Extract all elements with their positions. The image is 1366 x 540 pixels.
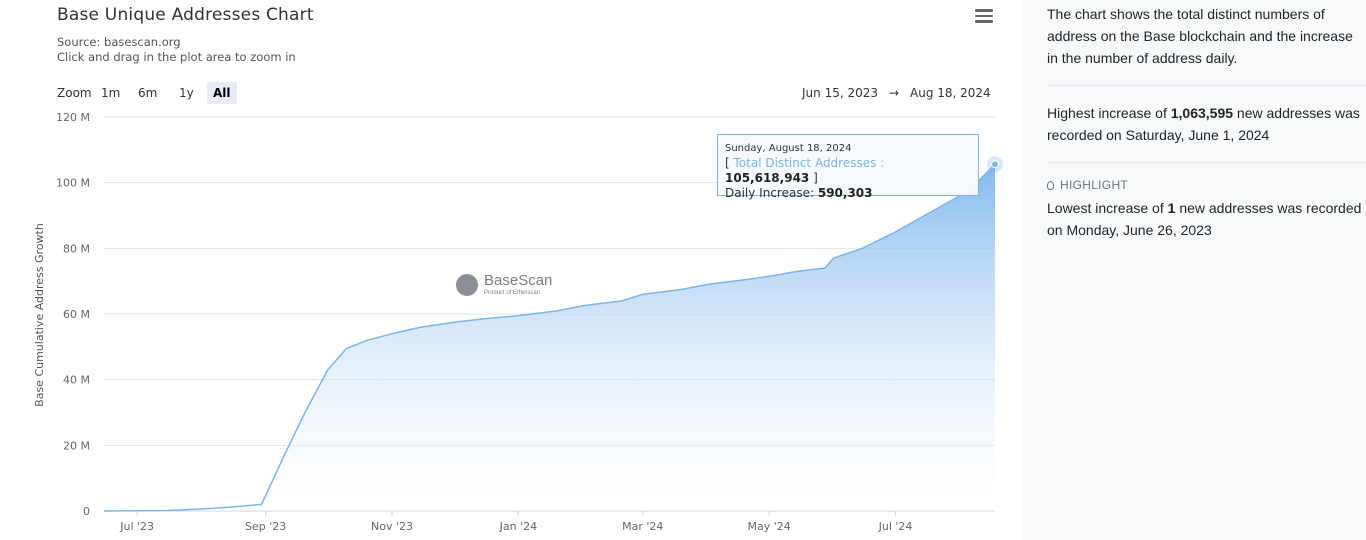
tooltip-daily-label: Daily Increase: — [725, 186, 815, 200]
chart-title: Base Unique Addresses Chart — [57, 5, 314, 25]
lightbulb-icon — [1047, 181, 1054, 190]
highlight-label: HIGHLIGHT — [1060, 178, 1129, 192]
lowest-prefix: Lowest increase of — [1047, 200, 1164, 216]
y-tick-label: 20 M — [63, 439, 90, 452]
info-side-panel: The chart shows the total distinct numbe… — [1022, 0, 1366, 540]
highest-value: 1,063,595 — [1170, 105, 1234, 121]
y-tick-label: 120 M — [56, 111, 90, 124]
highest-prefix: Highest increase of — [1047, 105, 1167, 121]
tooltip-series-label: Total Distinct Addresses — [733, 156, 877, 170]
series-line[interactable] — [103, 163, 996, 512]
watermark-name: BaseScan — [484, 272, 553, 289]
chart-description: The chart shows the total distinct numbe… — [1047, 6, 1353, 66]
y-axis-title: Base Cumulative Address Growth — [33, 223, 46, 407]
highlight-tag: HIGHLIGHT — [1047, 178, 1128, 192]
x-tick-label: Jul '24 — [878, 520, 913, 533]
y-tick-label: 60 M — [63, 308, 90, 321]
zoom-button-all[interactable]: All — [207, 82, 237, 104]
chart-tooltip: Sunday, August 18, 2024 [ Total Distinct… — [717, 134, 979, 200]
lowest-suffix: new addresses was recorded on Monday, Ju… — [1047, 200, 1362, 238]
tooltip-bracket-open: [ — [725, 156, 730, 170]
tooltip-bracket-close: ] — [813, 171, 818, 185]
zoom-button-1y[interactable]: 1y — [179, 86, 194, 100]
basescan-watermark: BaseScan Product of Etherscan — [456, 272, 576, 300]
tooltip-daily-row: Daily Increase: 590,303 — [725, 186, 971, 201]
hover-data-point[interactable] — [991, 160, 999, 169]
zoom-button-6m[interactable]: 6m — [138, 86, 158, 100]
zoom-button-1m[interactable]: 1m — [101, 86, 121, 100]
range-from-date[interactable]: Jun 15, 2023 — [802, 86, 879, 100]
x-tick-label: Jan '24 — [499, 520, 537, 533]
range-arrow: → — [889, 86, 900, 100]
y-tick-label: 0 — [83, 505, 90, 518]
y-tick-label: 40 M — [63, 374, 90, 387]
highest-increase-text: Highest increase of 1,063,595 new addres… — [1047, 102, 1366, 146]
x-tick-label: Sep '23 — [245, 520, 286, 533]
series-area[interactable] — [104, 164, 995, 511]
lowest-increase-text: Lowest increase of 1 new addresses was r… — [1047, 197, 1366, 241]
x-tick-label: Mar '24 — [622, 520, 663, 533]
y-tick-label: 80 M — [63, 242, 90, 255]
lowest-value: 1 — [1167, 200, 1176, 216]
chart-svg[interactable]: 0 20 M 40 M 60 M 80 M 100 M 120 M Jul '23 Sep '2… — [0, 0, 1020, 540]
x-tick-label: May '24 — [748, 520, 791, 533]
hamburger-menu-icon[interactable] — [975, 9, 993, 23]
y-tick-label: 100 M — [56, 177, 90, 190]
x-tick-label: Jul '23 — [119, 520, 154, 533]
tooltip-date: Sunday, August 18, 2024 — [725, 143, 852, 154]
range-to-date[interactable]: Aug 18, 2024 — [910, 86, 991, 100]
chart-source: Source: basescan.org — [57, 35, 181, 49]
chart-zoom-hint: Click and drag in the plot area to zoom … — [57, 50, 296, 64]
basescan-logo-icon — [456, 274, 478, 296]
chart-panel: Base Unique Addresses Chart Source: base… — [0, 0, 1020, 540]
tooltip-series-row: [ Total Distinct Addresses : 105,618,943… — [725, 156, 971, 186]
zoom-label: Zoom — [57, 86, 92, 100]
tooltip-value: 105,618,943 — [725, 171, 810, 185]
highest-suffix: new addresses was recorded on Saturday, … — [1047, 105, 1360, 143]
side-divider — [1047, 162, 1366, 163]
x-tick-label: Nov '23 — [371, 520, 413, 533]
side-divider — [1047, 85, 1366, 86]
tooltip-separator: : — [880, 156, 885, 170]
tooltip-daily-value: 590,303 — [817, 186, 873, 200]
watermark-sub: Product of Etherscan — [484, 290, 541, 296]
